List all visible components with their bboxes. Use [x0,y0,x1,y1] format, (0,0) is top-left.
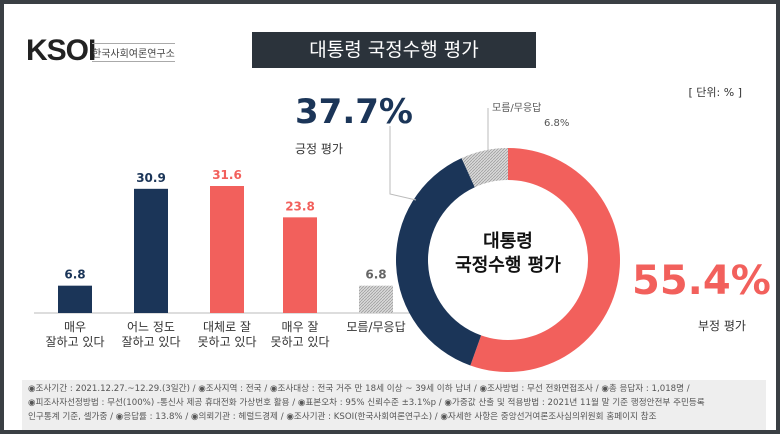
category-label-line: 못하고 있다 [197,335,257,349]
positive-slice [396,158,482,366]
category-label-line: 잘하고 있다 [45,335,105,349]
logo-text: KSOI [26,34,96,67]
unit-label: [ 단위: % ] [688,86,742,99]
category-label-line: 매우 잘 [281,320,319,334]
category-label: 대체로 잘 못하고 있다 [182,320,272,350]
bar-value-label: 31.6 [212,168,242,182]
bar-value-label: 30.9 [136,171,166,185]
positive-percent: 37.7% [295,92,413,132]
category-label-line: 대체로 잘 [203,320,251,334]
negative-percent: 55.4% [632,258,771,304]
bar-value-label: 6.8 [365,268,386,282]
negative-label: 부정 평가 [698,319,746,333]
category-label-line: 못하고 있다 [270,335,330,349]
page-title: 대통령 국정수행 평가 [252,32,536,68]
bar-value-label: 23.8 [285,199,315,213]
footnote-line: ◉피조사자선정방법 : 무선(100%) -통신사 제공 휴대전화 가상번호 활… [28,398,705,408]
center-line-2: 국정수행 평가 [455,255,561,276]
category-label: 매우 잘 못하고 있다 [255,320,345,350]
chart-canvas: 6.8 30.9 31.6 23.8 6.8 [34,108,621,372]
bar [134,188,168,313]
bar [58,285,92,313]
footnote-line: ◉조사기간 : 2021.12.27.~12.29.(3일간) / ◉조사지역 … [28,384,690,394]
category-label-line: 매우 [63,320,87,334]
survey-footnote: ◉조사기간 : 2021.12.27.~12.29.(3일간) / ◉조사지역 … [22,380,766,430]
bar-value-label: 6.8 [64,268,85,282]
category-label-line: 모름/무응답 [346,320,406,334]
negative-slice [470,148,621,372]
positive-label: 긍정 평가 [295,142,343,156]
ksoi-logo: KSOI [26,34,96,68]
category-label: 모름/무응답 [331,320,421,335]
category-label-line: 잘하고 있다 [121,335,181,349]
dontknow-label: 모름/무응답 [492,103,542,114]
dontknow-percent: 6.8% [544,118,570,129]
category-label: 어느 정도 잘하고 있다 [106,320,196,350]
leader-line [389,126,417,201]
footnote-line: 인구통계 기준, 셀가중 / ◉응답률 : 13.8% / ◉의뢰기관 : 헤럴… [28,412,657,422]
dontknow-slice [461,148,508,188]
slide: KSOI 한국사회여론연구소 대통령 국정수행 평가 [ 단위: % ] 6.8… [4,4,776,430]
category-label: 매우 잘하고 있다 [30,320,120,350]
logo-subtitle: 한국사회여론연구소 [92,43,175,62]
bar [359,285,393,313]
center-line-1: 대통령 [483,231,533,252]
bar [210,186,244,313]
category-label-line: 어느 정도 [127,320,175,334]
bar [283,217,317,313]
